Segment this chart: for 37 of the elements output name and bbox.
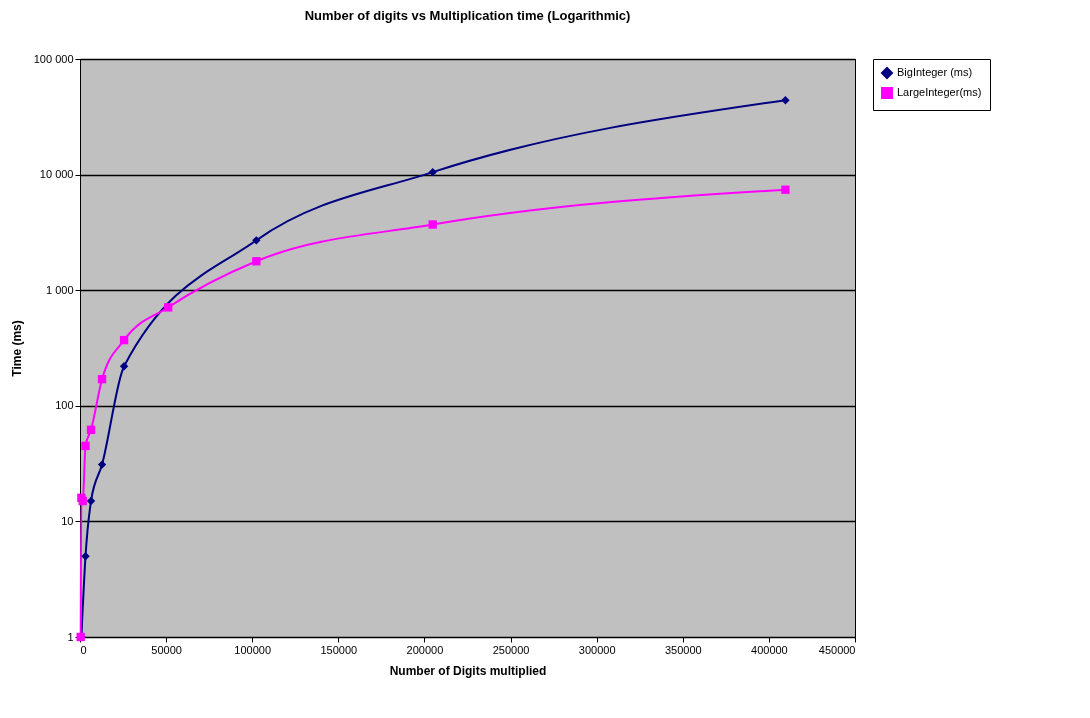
x-tick-label: 350000 <box>664 643 702 656</box>
x-axis-title: Number of Digits multiplied <box>389 663 547 678</box>
y-tick-label: 1 <box>67 630 74 643</box>
y-tick-label: 100 <box>55 399 74 412</box>
point <box>97 460 107 469</box>
x-tick-label: 150000 <box>320 643 358 656</box>
point <box>119 335 129 345</box>
point <box>86 425 96 434</box>
chart-title: Number of digits vs Multiplication time (Logarithmic) <box>304 8 631 23</box>
x-tick-label: 250000 <box>492 643 530 656</box>
x-tick-label: 300000 <box>578 643 616 656</box>
point <box>781 185 790 194</box>
point <box>252 257 261 266</box>
point <box>97 374 107 384</box>
x-tick-label: 50000 <box>151 643 182 656</box>
point <box>428 167 437 177</box>
point <box>86 496 96 506</box>
y-tick-label: 10 <box>61 514 74 527</box>
y-tick-label: 10 000 <box>39 168 74 181</box>
legend-label: LargeInteger(ms) <box>897 86 982 98</box>
x-tick-label: 400000 <box>751 643 788 656</box>
point <box>428 220 437 229</box>
point <box>78 496 87 506</box>
y-tick-label: 1 000 <box>45 283 74 296</box>
point <box>81 552 90 561</box>
point <box>252 236 261 245</box>
point <box>119 362 129 371</box>
y-axis-title: Time (ms) <box>9 320 24 377</box>
x-tick-label: 200000 <box>406 643 444 656</box>
y-tick-label: 100 000 <box>33 52 74 65</box>
point <box>81 441 90 451</box>
x-tick-label: 450000 <box>818 643 856 656</box>
legend-label: BigInteger (ms) <box>897 66 973 78</box>
x-tick-label: 100000 <box>234 643 272 656</box>
point <box>163 303 173 312</box>
point <box>781 96 790 105</box>
x-tick-label: 0 <box>80 643 87 656</box>
